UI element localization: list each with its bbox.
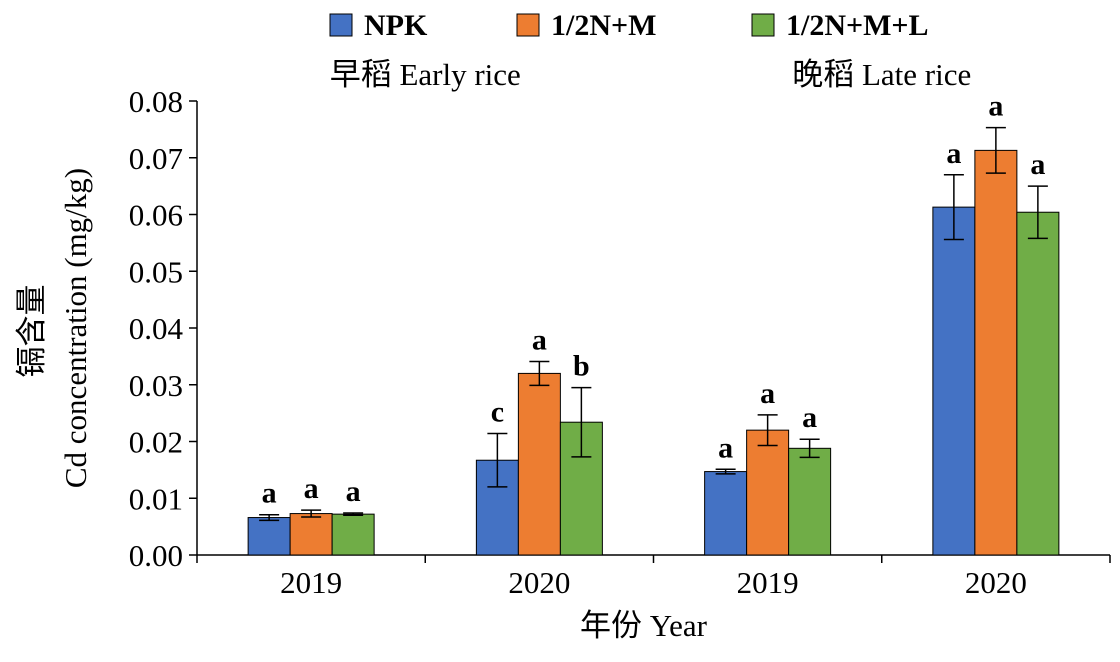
significance-label: a: [262, 477, 277, 510]
x-tick-label: 2020: [508, 565, 570, 600]
significance-label: a: [946, 137, 961, 170]
legend-swatch: [329, 13, 353, 37]
bar: [331, 513, 375, 556]
y-axis: 0.00 0.01 0.02 0.03 0.04 0.05 0.06 0.07 0.08: [129, 84, 198, 573]
x-axis-title: 年份 Year: [580, 608, 708, 643]
x-axis: 2019 2020 2019 2020: [196, 554, 1111, 600]
y-axis-title-chinese: 镉含量: [14, 285, 49, 378]
bar: [1016, 211, 1060, 556]
y-tick-label: 0.08: [129, 84, 183, 119]
bar: [247, 517, 291, 556]
y-tick-label: 0.00: [129, 538, 183, 573]
axis-titles: 镉含量 Cd concentration (mg/kg) 年份 Year: [14, 168, 708, 643]
legend-swatch: [751, 13, 775, 37]
legend-swatch: [516, 13, 540, 37]
significance-label: c: [491, 396, 504, 429]
group-label: 晚稻 Late rice: [792, 57, 971, 92]
bar: [974, 149, 1018, 556]
y-tick-label: 0.04: [129, 311, 184, 346]
significance-label: a: [346, 475, 361, 508]
y-tick-label: 0.03: [129, 368, 183, 403]
significance-label: a: [1030, 148, 1045, 181]
y-tick-label: 0.06: [129, 198, 183, 233]
x-tick-label: 2020: [965, 565, 1027, 600]
bar: [746, 429, 790, 556]
y-axis-title: Cd concentration (mg/kg): [58, 168, 93, 488]
x-tick-label: 2019: [737, 565, 799, 600]
bar: [517, 372, 561, 556]
y-tick-label: 0.07: [129, 141, 183, 176]
significance-label: b: [573, 350, 590, 383]
significance-label: a: [802, 401, 817, 434]
bar: [704, 471, 748, 556]
significance-label: a: [760, 377, 775, 410]
legend-label: 1/2N+M+L: [786, 9, 929, 42]
bar: [289, 513, 333, 556]
significance-label: a: [304, 472, 319, 505]
bar: [788, 447, 832, 556]
y-tick-label: 0.02: [129, 425, 183, 460]
significance-label: a: [988, 90, 1003, 123]
significance-label: a: [532, 323, 547, 356]
legend-label: 1/2N+M: [551, 9, 656, 42]
x-tick-label: 2019: [280, 565, 342, 600]
group-label: 早稻 Early rice: [330, 57, 521, 92]
y-tick-label: 0.05: [129, 254, 183, 289]
bar: [932, 206, 976, 556]
significance-label: a: [718, 431, 733, 464]
group-labels: 早稻 Early rice 晚稻 Late rice: [330, 57, 972, 92]
legend-label: NPK: [364, 9, 428, 42]
legend: NPK 1/2N+M 1/2N+M+L: [329, 9, 929, 42]
y-tick-label: 0.01: [129, 481, 183, 516]
